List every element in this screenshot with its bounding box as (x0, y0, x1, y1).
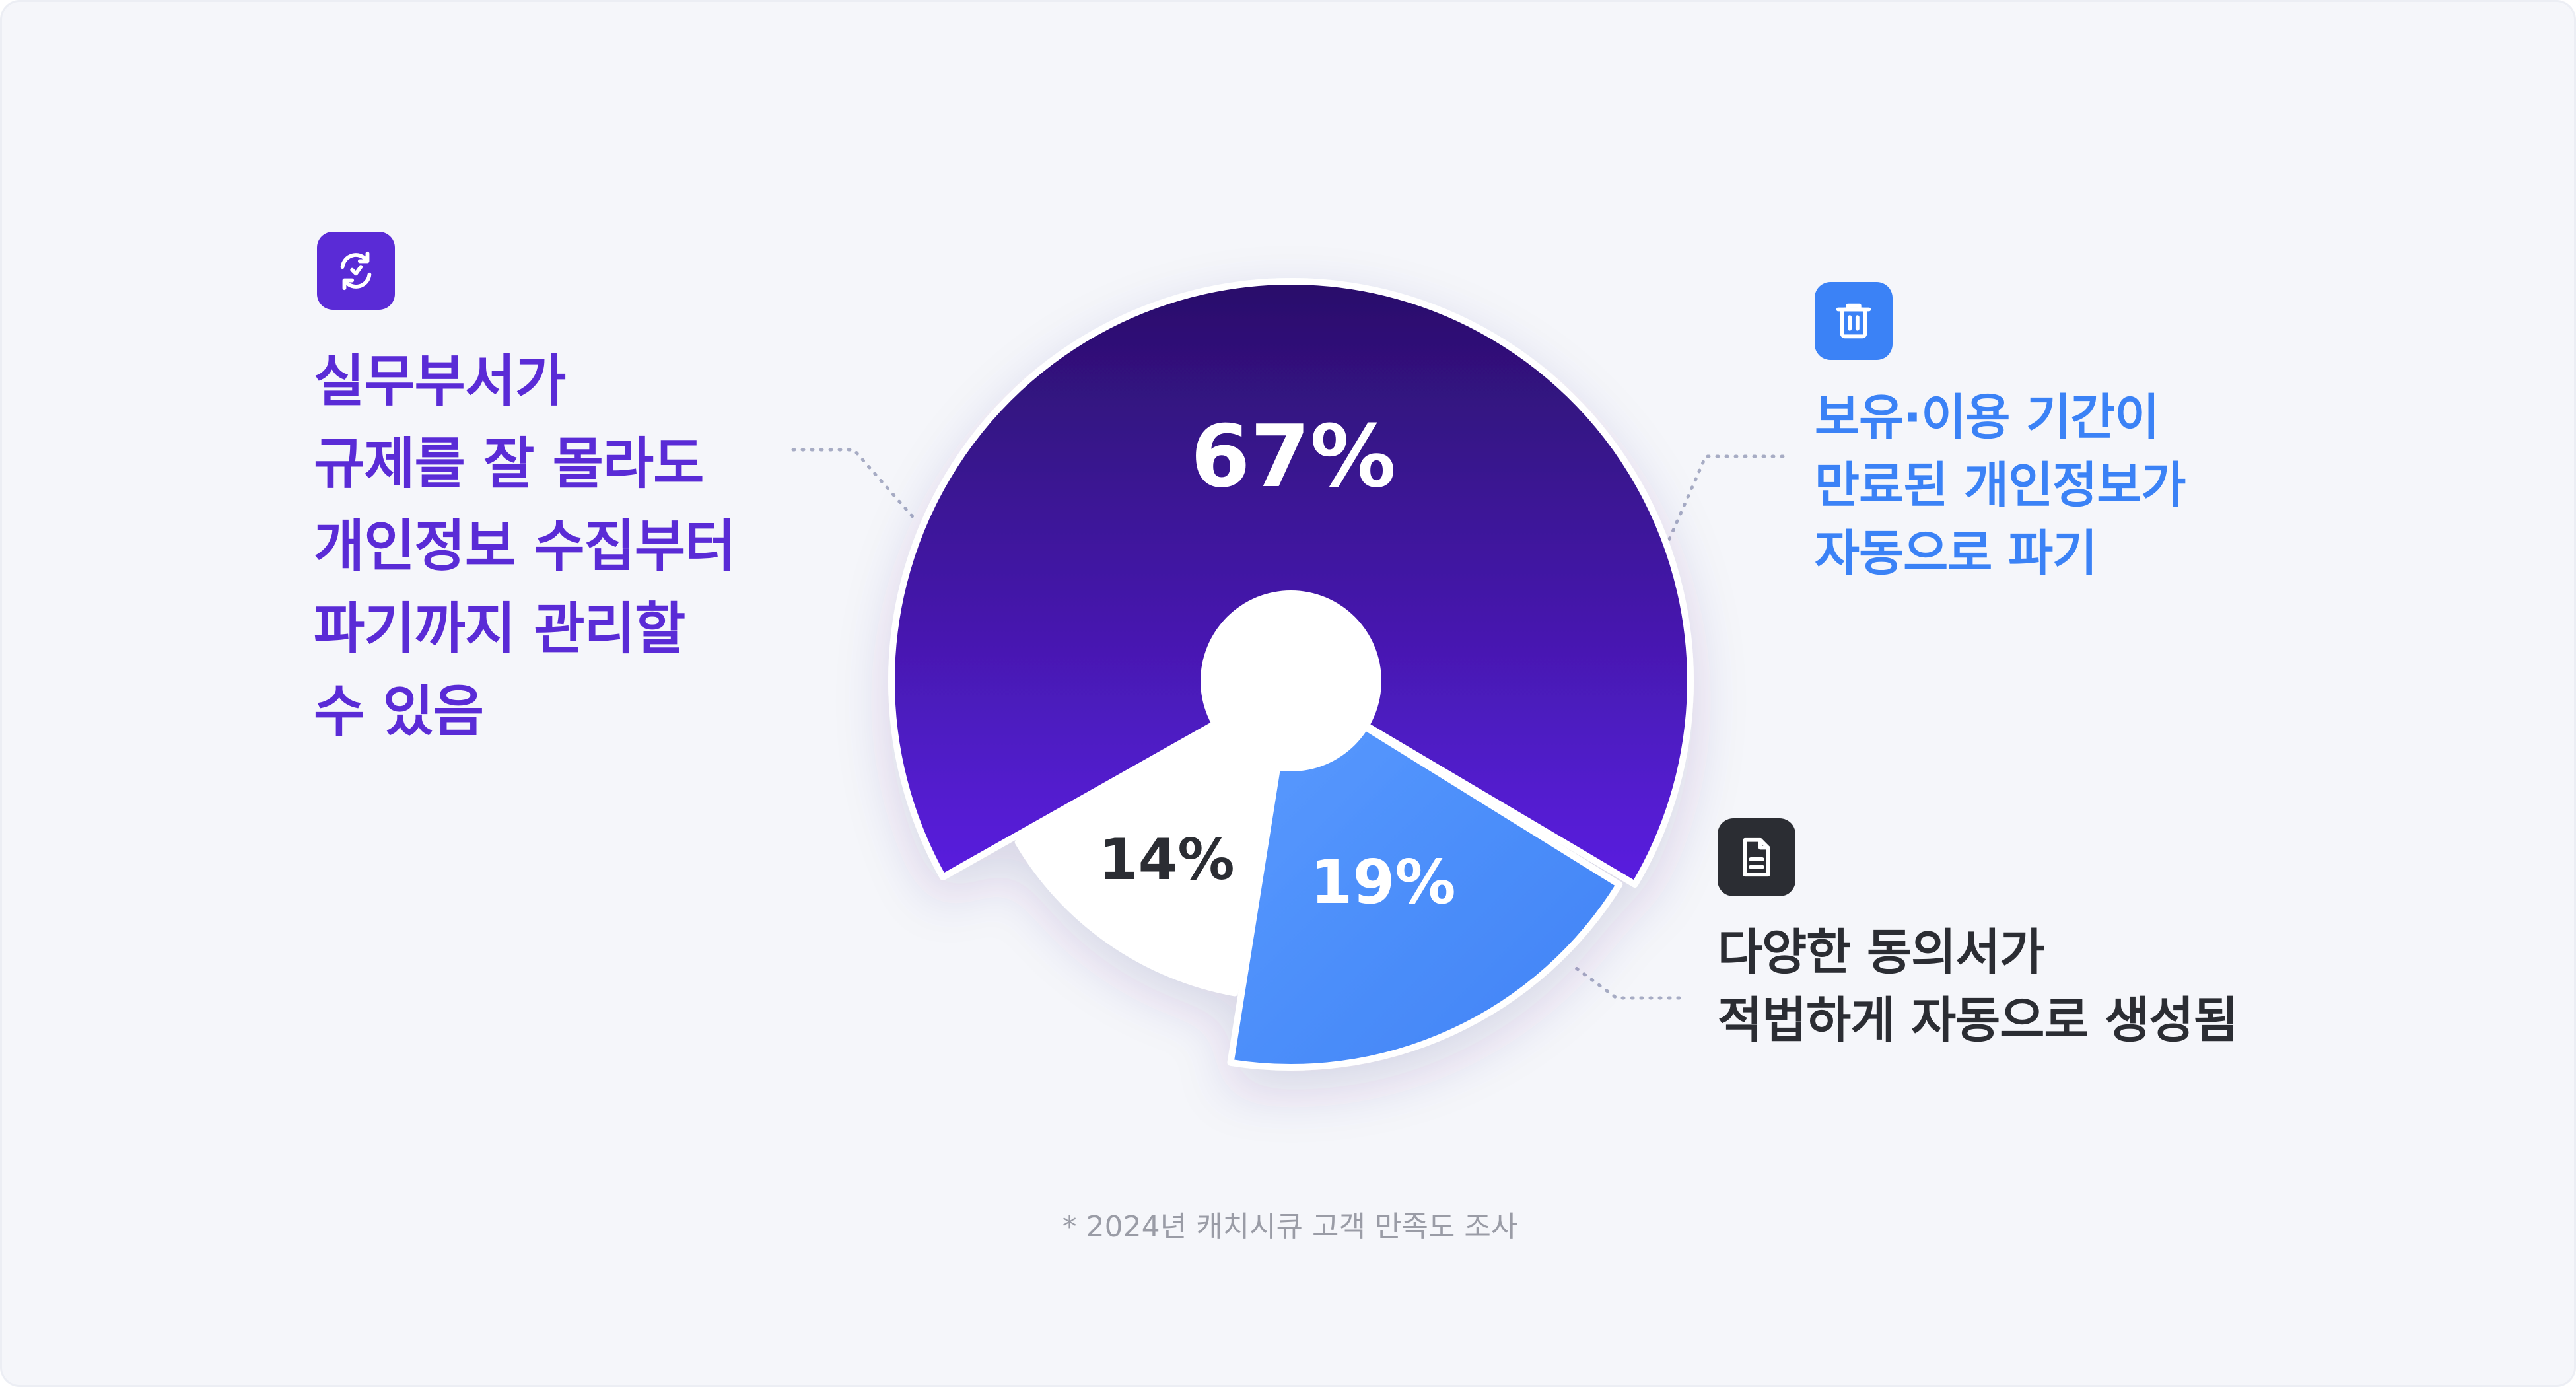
recycle-icon-box (317, 232, 395, 310)
slice-14 (1014, 678, 1294, 997)
leader-lines (791, 448, 1785, 1000)
document-icon (1743, 837, 1770, 877)
slice-67 (888, 278, 1694, 888)
slice-14-value-label: 14% (1099, 827, 1235, 893)
label-14: 다양한 동의서가 적법하게 자동으로 생성됨 (1718, 924, 2238, 1049)
label-67: 실무부서가 규제를 잘 몰라도 개인정보 수집부터 파기까지 관리할 수 있음 (314, 349, 736, 744)
leader-line-67 (791, 448, 919, 523)
footnote: * 2024년 캐치시큐 고객 만족도 조사 (1062, 1210, 1518, 1244)
slice-19 (1227, 678, 1623, 1071)
recycle-icon (340, 251, 372, 291)
leader-line-14 (1572, 964, 1681, 1000)
trash-icon (1836, 303, 1871, 339)
document-icon-box (1718, 818, 1795, 896)
label-19: 보유·이용 기간이 만료된 개인정보가 자동으로 파기 (1815, 389, 2186, 582)
trash-icon-box (1815, 282, 1893, 360)
donut-hole (1201, 590, 1381, 771)
slice-19-value-label: 19% (1310, 847, 1455, 917)
leader-line-19 (1661, 454, 1785, 556)
slice-67-value-label: 67% (1191, 406, 1396, 507)
